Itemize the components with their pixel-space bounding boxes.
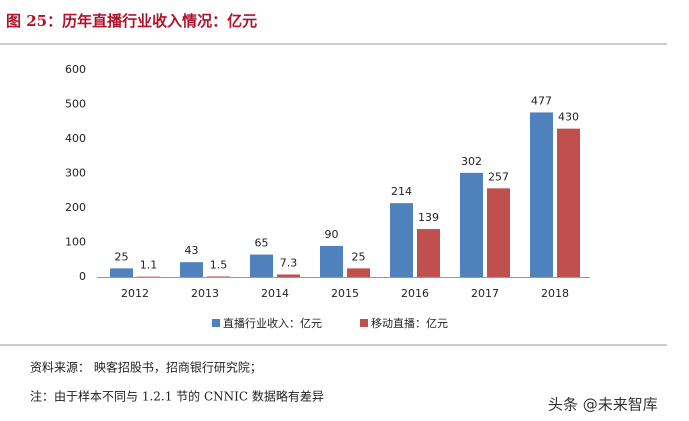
x-tick-label: 2016 [401, 287, 429, 300]
legend-swatch [360, 319, 368, 327]
note: 注：由于样本不同与 1.2.1 节的 CNNIC 数据略有差异 [30, 389, 324, 404]
value-label: 257 [488, 170, 509, 183]
x-tick-label: 2015 [331, 287, 359, 300]
bar [250, 254, 273, 277]
y-tick-label: 500 [65, 98, 86, 111]
legend-label: 直播行业收入：亿元 [223, 316, 322, 330]
y-tick-label: 100 [65, 236, 86, 249]
value-label: 214 [391, 185, 412, 198]
legend-swatch [212, 319, 220, 327]
value-label: 430 [558, 111, 579, 124]
value-label: 302 [461, 155, 482, 168]
y-tick-label: 400 [65, 132, 86, 145]
watermark: 头条 @未来智库 [548, 396, 658, 414]
value-label: 477 [531, 94, 552, 107]
value-label: 1.5 [210, 258, 228, 271]
y-tick-label: 600 [65, 63, 86, 76]
value-label: 25 [352, 250, 366, 263]
legend-label: 移动直播：亿元 [371, 316, 448, 330]
bar [557, 128, 580, 277]
y-tick-label: 0 [79, 270, 86, 283]
bar [390, 203, 413, 277]
bar [487, 188, 510, 277]
bar [110, 268, 133, 277]
bar [277, 274, 300, 277]
x-tick-label: 2018 [541, 287, 569, 300]
bar [460, 172, 483, 277]
value-label: 90 [325, 228, 339, 241]
value-label: 43 [185, 244, 199, 257]
x-tick-label: 2017 [471, 287, 499, 300]
value-label: 1.1 [140, 259, 158, 272]
y-tick-label: 200 [65, 201, 86, 214]
bar [347, 268, 370, 277]
value-label: 25 [115, 250, 129, 263]
x-tick-label: 2013 [191, 287, 219, 300]
value-label: 139 [418, 211, 439, 224]
value-label: 7.3 [280, 256, 298, 269]
bar [180, 262, 203, 277]
y-tick-label: 300 [65, 167, 86, 180]
bar [207, 276, 230, 277]
source: 资料来源： 映客招股书，招商银行研究院； [30, 360, 262, 375]
chart-title: 图 25：历年直播行业收入情况：亿元 [6, 12, 257, 30]
x-tick-label: 2014 [261, 287, 289, 300]
value-label: 65 [255, 237, 269, 250]
bar [417, 229, 440, 277]
bar [530, 112, 553, 277]
bar [320, 245, 343, 277]
x-tick-label: 2012 [121, 287, 149, 300]
